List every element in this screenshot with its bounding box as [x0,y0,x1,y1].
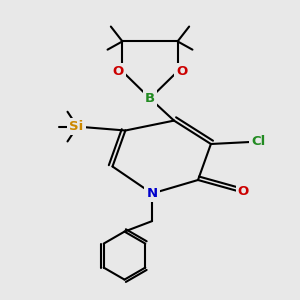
Text: O: O [238,184,249,198]
Text: Cl: Cl [251,135,265,148]
Text: O: O [112,65,124,78]
Text: N: N [146,187,158,200]
Text: O: O [176,65,188,78]
Text: Si: Si [69,120,84,133]
Text: B: B [145,92,155,105]
